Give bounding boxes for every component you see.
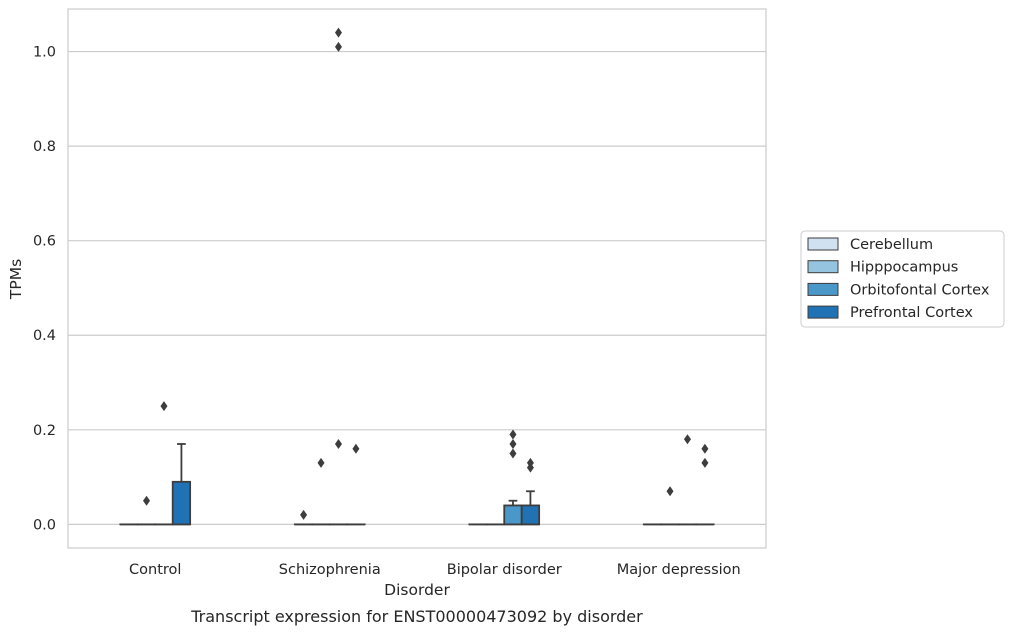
- outlier-point: [701, 443, 709, 454]
- box-body: [503, 504, 523, 526]
- x-tick-label: Control: [129, 562, 181, 578]
- outlier-point: [334, 41, 342, 52]
- y-tick-label: 0.6: [33, 234, 56, 250]
- box-prefrontal-cortex: [520, 457, 541, 526]
- box-orbitofontal-cortex: [503, 429, 523, 526]
- legend-label: Hipppocampus: [850, 260, 958, 276]
- legend-swatch: [807, 260, 839, 274]
- legend-label: Cerebellum: [850, 237, 933, 253]
- y-tick-label: 0.4: [33, 328, 56, 344]
- box-plot-marks: [119, 27, 715, 526]
- outlier-point: [160, 401, 168, 412]
- x-tick-label: Bipolar disorder: [447, 562, 562, 578]
- y-tick-label: 0.2: [33, 423, 56, 439]
- y-tick-label: 1.0: [33, 45, 56, 61]
- legend: Cerebellum Hipppocampus Orbitofontal Corte…: [800, 230, 1005, 328]
- outlier-point: [666, 486, 674, 497]
- x-axis-ticks: Control Schizophrenia Bipolar disorder Majo…: [129, 562, 741, 578]
- legend-swatch: [807, 237, 839, 251]
- outlier-point: [300, 509, 308, 520]
- box-prefrontal-cortex: [171, 443, 192, 526]
- box-prefrontal-cortex: [695, 443, 715, 526]
- chart-caption: Transcript expression for ENST0000047309…: [190, 607, 643, 626]
- box-hipppocampus: [311, 457, 331, 526]
- outlier-point: [509, 429, 517, 440]
- gridlines: [68, 50, 766, 525]
- box-body: [520, 504, 541, 526]
- y-tick-label: 0.8: [33, 139, 56, 155]
- box-cerebellum: [293, 509, 314, 526]
- outlier-point: [317, 457, 325, 468]
- legend-swatch: [807, 305, 839, 319]
- x-axis-label: Disorder: [384, 581, 450, 599]
- outlier-point: [143, 495, 151, 506]
- outlier-point: [352, 443, 360, 454]
- outlier-point: [701, 457, 709, 468]
- y-tick-label: 0.0: [33, 517, 56, 533]
- plot-frame: [67, 8, 767, 549]
- box-body: [171, 480, 192, 526]
- box-prefrontal-cortex: [346, 443, 366, 526]
- outlier-point: [683, 434, 691, 445]
- x-tick-label: Schizophrenia: [279, 562, 381, 578]
- legend-label: Orbitofontal Cortex: [850, 282, 990, 298]
- box-hipppocampus: [136, 495, 157, 526]
- x-tick-label: Major depression: [617, 562, 741, 578]
- outlier-point: [509, 438, 517, 449]
- y-axis-ticks: 0.0 0.2 0.4 0.6 0.8 1.0: [33, 45, 56, 534]
- legend-label: Prefrontal Cortex: [850, 305, 973, 321]
- outlier-point: [526, 457, 534, 468]
- box-orbitofontal-cortex: [677, 434, 698, 526]
- outlier-point: [334, 438, 342, 449]
- legend-frame: [800, 230, 1005, 328]
- y-axis-label: TPMs: [7, 259, 25, 300]
- box-hipppocampus: [660, 486, 680, 526]
- legend-swatch: [807, 282, 839, 296]
- outlier-point: [509, 448, 517, 459]
- box-orbitofontal-cortex: [154, 401, 174, 526]
- box-orbitofontal-cortex: [328, 27, 349, 526]
- outlier-point: [334, 27, 342, 38]
